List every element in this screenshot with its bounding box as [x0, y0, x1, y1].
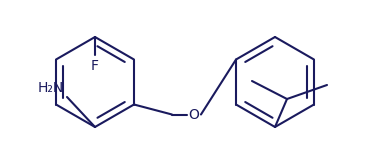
Text: F: F	[91, 59, 99, 73]
Text: O: O	[188, 107, 199, 122]
Text: H₂N: H₂N	[38, 81, 64, 95]
